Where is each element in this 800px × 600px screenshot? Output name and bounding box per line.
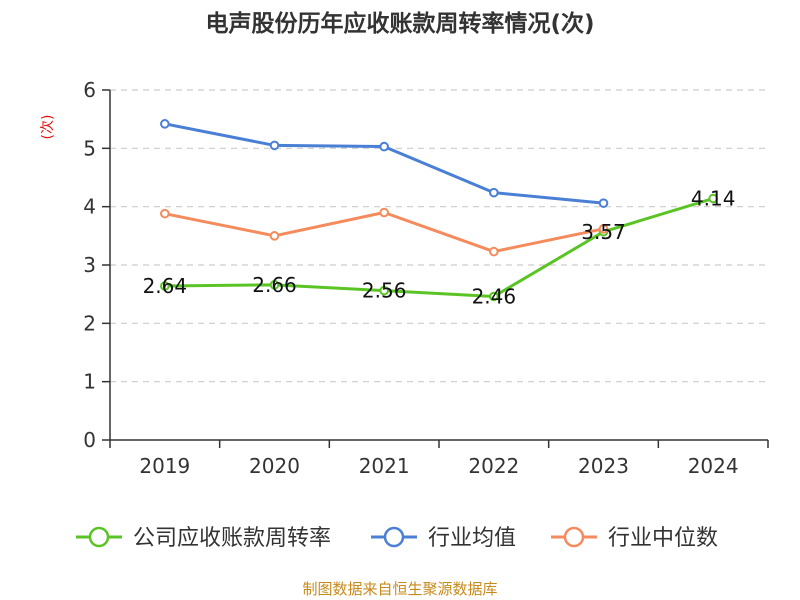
data-label: 3.57 bbox=[581, 220, 626, 244]
data-point bbox=[598, 224, 609, 234]
data-point bbox=[379, 285, 389, 296]
legend-label: 公司应收账款周转率 bbox=[133, 526, 331, 551]
y-tick-label: 2 bbox=[83, 311, 96, 335]
legend-label: 行业中位数 bbox=[608, 526, 718, 551]
axes: 0 1 2 3 4 5 6 2019 2020 2021 2022 2023 2024 (次) bbox=[40, 78, 769, 478]
data-point bbox=[489, 246, 499, 257]
legend[interactable]: 公司应收账款周转率 行业均值 行业中位数 bbox=[76, 526, 718, 551]
y-tick-label: 6 bbox=[83, 78, 96, 102]
y-tick-label: 0 bbox=[83, 428, 96, 452]
legend-label: 行业均值 bbox=[428, 526, 516, 551]
data-point bbox=[160, 119, 170, 129]
data-labels: 2.64 2.66 2.56 2.46 3.57 4.14 bbox=[143, 187, 736, 309]
data-point bbox=[160, 208, 170, 219]
x-tick-label: 2022 bbox=[468, 454, 519, 478]
data-point bbox=[489, 291, 499, 302]
series-line-1 bbox=[164, 122, 604, 205]
x-tick-label: 2021 bbox=[359, 454, 410, 478]
data-point bbox=[160, 281, 170, 291]
series-line-0 bbox=[164, 197, 714, 298]
data-label: 2.66 bbox=[252, 273, 297, 297]
y-tick-label: 3 bbox=[83, 253, 96, 277]
data-point bbox=[489, 187, 499, 198]
y-axis-label: (次) bbox=[40, 115, 56, 140]
source-note: 制图数据来自恒生聚源数据库 bbox=[302, 580, 498, 598]
data-point bbox=[269, 140, 280, 151]
data-point bbox=[269, 280, 280, 290]
x-tick-label: 2024 bbox=[688, 454, 739, 478]
series-layer bbox=[160, 119, 718, 302]
x-tick-label: 2019 bbox=[139, 454, 190, 478]
x-tick-label: 2020 bbox=[249, 454, 300, 478]
series-line-2 bbox=[164, 211, 604, 254]
legend-marker bbox=[383, 526, 405, 548]
data-label: 4.14 bbox=[691, 187, 736, 211]
data-point bbox=[379, 207, 389, 218]
legend-marker bbox=[563, 526, 585, 548]
y-tick-label: 4 bbox=[83, 195, 96, 219]
data-point bbox=[708, 193, 718, 204]
data-point bbox=[379, 141, 389, 152]
data-label: 2.56 bbox=[362, 279, 407, 303]
y-tick-label: 1 bbox=[83, 370, 96, 394]
data-label: 2.46 bbox=[472, 285, 517, 309]
x-tick-label: 2023 bbox=[578, 454, 629, 478]
y-tick-label: 5 bbox=[83, 136, 96, 160]
chart-title: 电声股份历年应收账款周转率情况(次) bbox=[205, 11, 595, 37]
legend-marker bbox=[88, 526, 110, 548]
data-label: 2.64 bbox=[143, 274, 188, 298]
data-point bbox=[598, 198, 609, 208]
data-point bbox=[269, 231, 280, 241]
